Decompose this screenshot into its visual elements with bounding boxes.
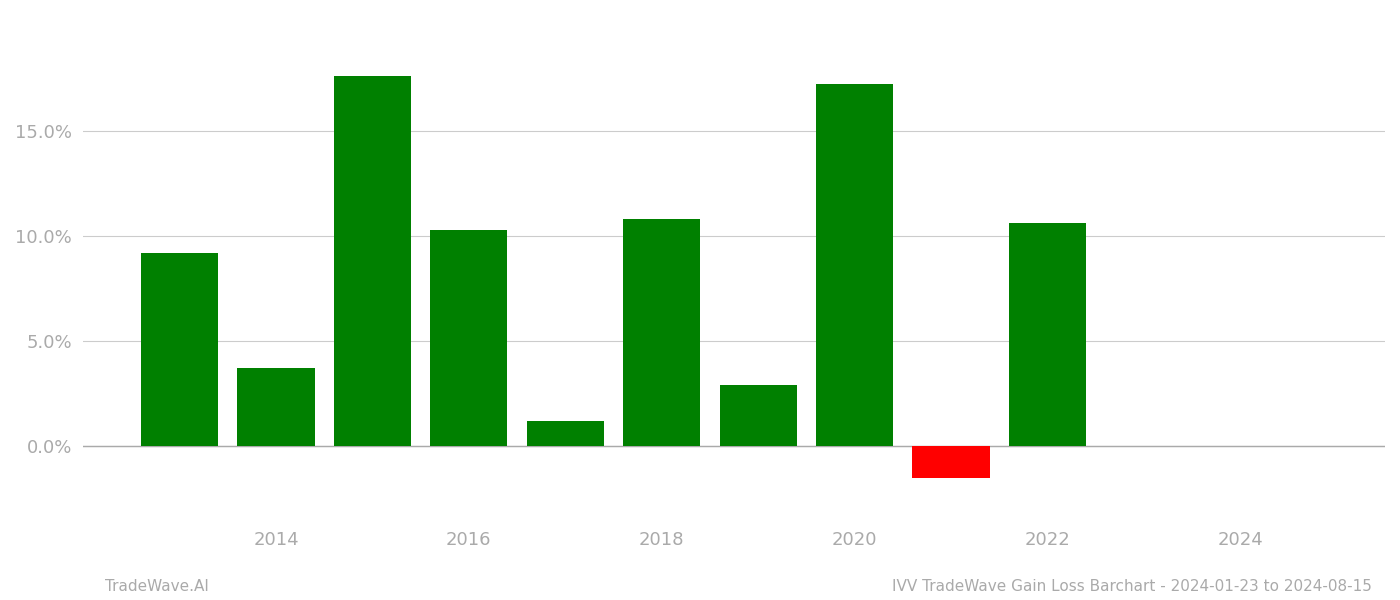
Bar (430, 230, 507, 446)
Bar (141, 253, 218, 446)
Bar (238, 368, 315, 446)
Bar (816, 85, 893, 446)
Bar (333, 76, 412, 446)
Text: TradeWave.AI: TradeWave.AI (105, 579, 209, 594)
Bar (526, 421, 603, 446)
Bar (623, 219, 700, 446)
Bar (913, 446, 990, 478)
Bar (1009, 223, 1086, 446)
Bar (720, 385, 797, 446)
Text: IVV TradeWave Gain Loss Barchart - 2024-01-23 to 2024-08-15: IVV TradeWave Gain Loss Barchart - 2024-… (892, 579, 1372, 594)
